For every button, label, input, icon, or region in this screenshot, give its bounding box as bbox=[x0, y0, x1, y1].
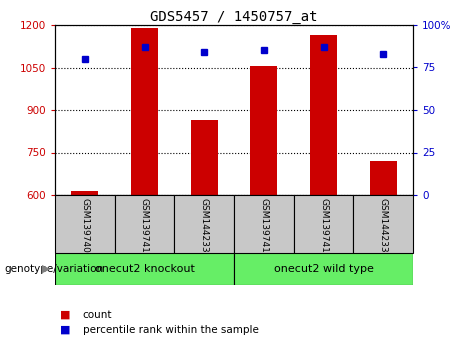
Bar bbox=[353, 195, 413, 253]
Bar bbox=[370, 161, 396, 195]
Text: ▶: ▶ bbox=[42, 264, 50, 274]
Text: GSM1442337: GSM1442337 bbox=[200, 198, 209, 258]
Text: ■: ■ bbox=[59, 325, 70, 335]
Bar bbox=[250, 66, 277, 195]
Text: GSM1397410: GSM1397410 bbox=[140, 198, 149, 258]
Bar bbox=[310, 35, 337, 195]
Text: GSM1397412: GSM1397412 bbox=[319, 198, 328, 258]
Text: genotype/variation: genotype/variation bbox=[5, 264, 104, 274]
Text: ■: ■ bbox=[59, 310, 70, 320]
Title: GDS5457 / 1450757_at: GDS5457 / 1450757_at bbox=[150, 10, 318, 24]
Bar bbox=[55, 195, 115, 253]
Text: onecut2 knockout: onecut2 knockout bbox=[95, 264, 195, 274]
Text: onecut2 wild type: onecut2 wild type bbox=[273, 264, 373, 274]
Bar bbox=[174, 195, 234, 253]
Bar bbox=[294, 195, 353, 253]
Bar bbox=[115, 195, 174, 253]
Bar bbox=[234, 253, 413, 285]
Text: GSM1397411: GSM1397411 bbox=[260, 198, 268, 258]
Text: percentile rank within the sample: percentile rank within the sample bbox=[83, 325, 259, 335]
Text: count: count bbox=[83, 310, 112, 320]
Bar bbox=[71, 191, 98, 195]
Bar bbox=[131, 28, 158, 195]
Text: GSM1442336: GSM1442336 bbox=[378, 198, 388, 258]
Bar bbox=[55, 253, 234, 285]
Bar bbox=[191, 120, 218, 195]
Text: GSM1397409: GSM1397409 bbox=[80, 198, 89, 258]
Bar bbox=[234, 195, 294, 253]
